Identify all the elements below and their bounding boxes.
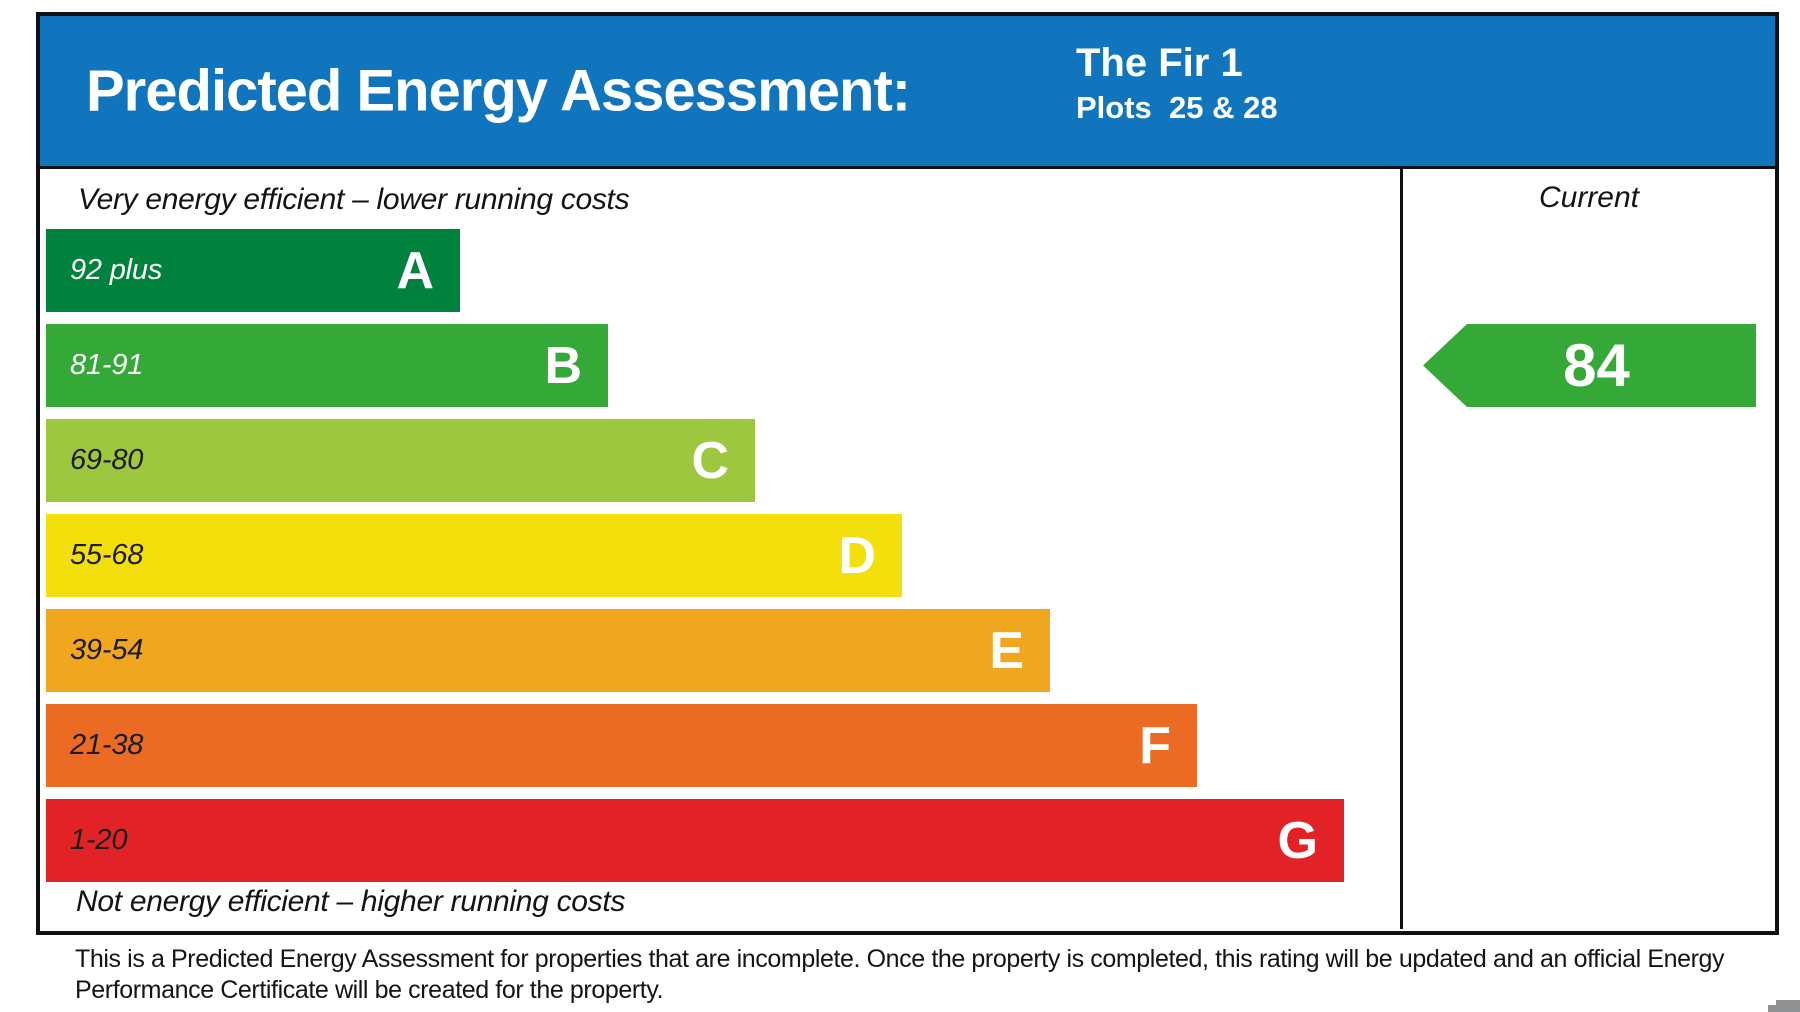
band-range-label: 1-20 — [70, 824, 128, 856]
band-letter: G — [1277, 811, 1318, 870]
band-range-label: 81-91 — [70, 349, 144, 381]
rating-chart: Very energy efficient – lower running co… — [40, 169, 1775, 929]
certificate-header: Predicted Energy Assessment: The Fir 1 P… — [40, 16, 1775, 169]
rating-band-row: 39-54 E — [46, 609, 1050, 692]
certificate-frame: Predicted Energy Assessment: The Fir 1 P… — [36, 12, 1779, 935]
current-column-divider — [1400, 169, 1403, 929]
property-plots: Plots 25 & 28 — [1076, 90, 1278, 125]
band-range-label: 92 plus — [70, 254, 163, 286]
rating-band-row: 21-38 F — [46, 704, 1197, 787]
inefficient-caption: Not energy efficient – higher running co… — [76, 885, 626, 918]
scrollbar-corner — [1768, 1000, 1800, 1012]
rating-band-row: 1-20 G — [46, 799, 1344, 882]
rating-band-row: 69-80 C — [46, 419, 755, 502]
current-rating-value: 84 — [1563, 331, 1630, 399]
current-rating-column: Current 84 — [1403, 169, 1775, 929]
band-letter: B — [544, 336, 582, 395]
band-letter: E — [989, 621, 1024, 680]
assessment-disclaimer: This is a Predicted Energy Assessment fo… — [75, 945, 1725, 1004]
band-letter: A — [396, 241, 434, 300]
rating-band-row: 92 plus A — [46, 229, 460, 312]
current-rating-arrow: 84 — [1423, 324, 1756, 407]
rating-scale-area: Very energy efficient – lower running co… — [40, 169, 1400, 929]
current-column-header: Current — [1538, 181, 1640, 214]
rating-band-row: 55-68 D — [46, 514, 902, 597]
band-letter: C — [691, 431, 729, 490]
efficient-caption: Very energy efficient – lower running co… — [78, 183, 630, 216]
band-range-label: 55-68 — [70, 539, 144, 571]
band-letter: F — [1139, 716, 1171, 775]
band-range-label: 39-54 — [70, 634, 144, 666]
band-letter: D — [838, 526, 876, 585]
band-range-label: 69-80 — [70, 444, 144, 476]
property-info: The Fir 1 Plots 25 & 28 — [1076, 40, 1278, 126]
band-range-label: 21-38 — [70, 729, 144, 761]
rating-band-row: 81-91 B — [46, 324, 608, 407]
property-name: The Fir 1 — [1076, 41, 1243, 85]
rating-bands: 92 plus A 81-91 B 69-80 C 55-68 D 39-54 … — [46, 229, 1344, 894]
page-title: Predicted Energy Assessment: — [86, 58, 911, 124]
